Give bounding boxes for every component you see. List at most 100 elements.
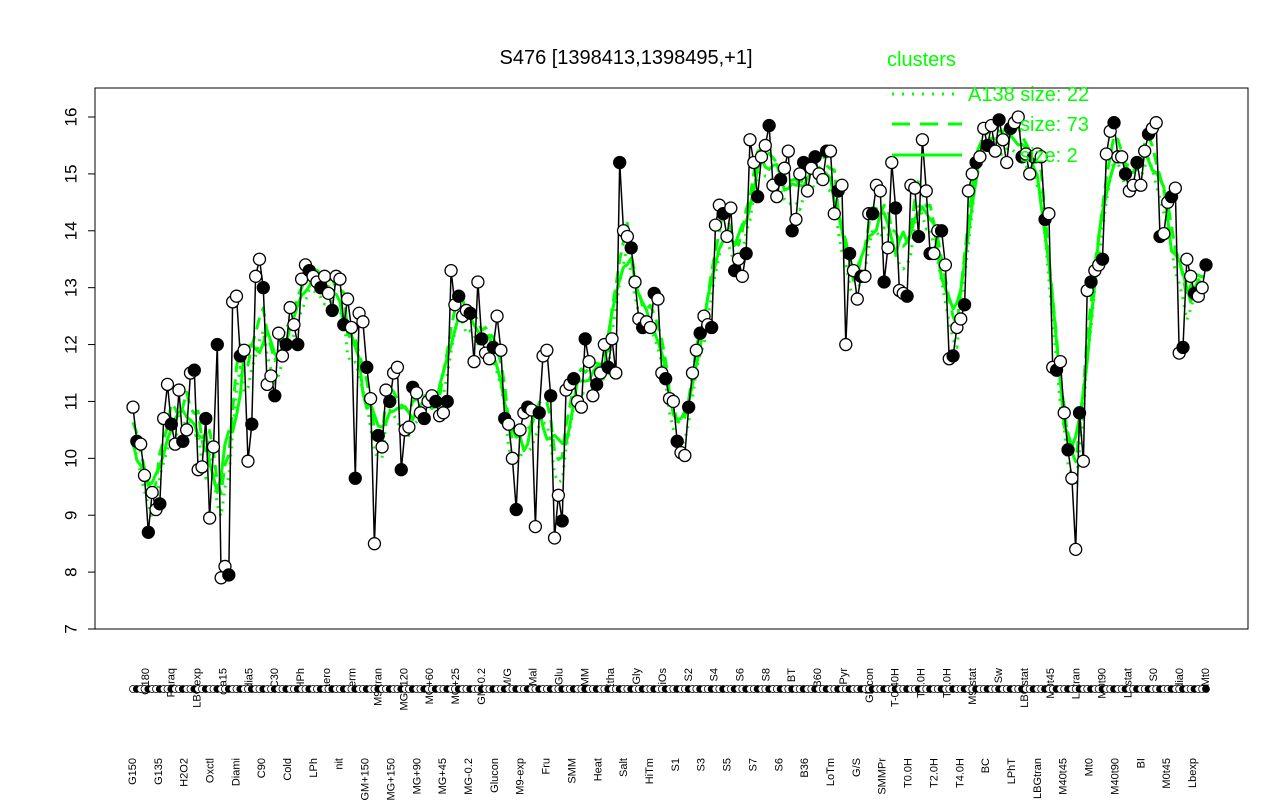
data-point [367, 537, 382, 551]
y-tick-label: 9 [61, 510, 80, 519]
x-tick-label: HPh [295, 668, 307, 689]
data-point [816, 172, 830, 187]
data-point [908, 181, 922, 195]
data-point [1138, 144, 1152, 158]
x-tick-label: MG+90 [411, 758, 423, 794]
data-point [613, 155, 627, 170]
data-point [544, 389, 558, 403]
legend-label-1: size: 73 [1020, 114, 1089, 136]
data-point [1149, 116, 1163, 130]
data-point [785, 224, 799, 238]
data-point [973, 150, 987, 164]
data-point [241, 454, 255, 468]
data-point [348, 471, 362, 485]
data-point [356, 315, 370, 329]
data-point [429, 394, 443, 409]
data-point [1000, 155, 1014, 170]
data-point [383, 394, 397, 409]
x-tick-label: S2 [683, 668, 695, 681]
data-point [513, 423, 527, 437]
x-tick-label: M9-exp [515, 758, 527, 795]
legend-title: clusters [887, 49, 956, 71]
data-point [900, 289, 914, 303]
data-point [888, 201, 903, 215]
data-point [659, 372, 673, 386]
x-tick-label: Salt [618, 758, 630, 777]
data-point [371, 428, 385, 443]
data-point [885, 155, 899, 170]
data-point [467, 354, 481, 369]
data-point [743, 133, 757, 147]
data-point [651, 292, 665, 306]
x-tick-label: C30 [269, 668, 281, 688]
data-point [417, 411, 431, 426]
data-point [800, 184, 815, 198]
data-point [279, 337, 293, 352]
data-point [1118, 167, 1133, 181]
data-point [471, 275, 485, 289]
x-tick-label: H2O2 [179, 758, 191, 787]
data-point [881, 241, 895, 255]
data-point [1095, 252, 1110, 266]
legend-label-0: A138 size: 22 [968, 84, 1089, 106]
data-point [574, 400, 589, 414]
x-tick-label: Pyr [838, 668, 850, 685]
data-point [160, 377, 175, 392]
x-tick-label: Mt0 [1200, 668, 1212, 686]
data-point [827, 207, 841, 221]
x-tick-label: S0 [1148, 668, 1160, 681]
data-point [839, 337, 853, 352]
x-tick-label: Sw [993, 668, 1005, 683]
data-point [317, 269, 332, 283]
data-point [720, 229, 734, 244]
x-tick-label: T1.0H [915, 668, 927, 698]
data-point [436, 406, 451, 420]
data-point [957, 298, 972, 312]
x-tick-label: Paraq [166, 668, 178, 697]
data-point [409, 386, 424, 400]
data-point [325, 303, 339, 318]
x-tick-label: G150 [127, 758, 139, 785]
x-tick-label: SMM [566, 758, 578, 784]
x-tick-label: S6 [773, 758, 785, 771]
data-point [210, 337, 224, 352]
data-point [873, 184, 887, 198]
x-tick-label: HiTm [644, 758, 656, 784]
x-tick-label: S3 [696, 758, 708, 771]
x-tick-label: Glu [554, 668, 566, 685]
data-point [283, 300, 297, 315]
data-point [463, 306, 477, 320]
data-point [195, 460, 209, 474]
data-point [643, 320, 657, 335]
data-point [850, 292, 864, 306]
x-tick-label: T4.0H [954, 758, 966, 788]
data-point [996, 133, 1010, 147]
data-point [1065, 471, 1079, 485]
data-point [1168, 181, 1182, 195]
data-point [505, 451, 520, 465]
y-ticks: 7 8 9 10 11 12 13 14 15 16 [61, 108, 95, 634]
x-tick-label: ferm [347, 668, 359, 690]
data-point [724, 201, 738, 215]
data-point [360, 360, 374, 374]
x-tick-label: Lbexp [1187, 758, 1199, 788]
data-point [609, 366, 623, 380]
data-point [754, 150, 769, 164]
data-point [248, 269, 263, 283]
data-point [842, 246, 857, 261]
data-point [287, 317, 301, 332]
x-tick-label: Gly [631, 668, 643, 685]
data-point [624, 241, 638, 255]
data-point [858, 269, 872, 283]
data-point [777, 161, 792, 175]
data-point [1053, 354, 1068, 369]
x-tick-label: BT [786, 668, 798, 682]
y-tick-label: 10 [61, 449, 80, 468]
data-point [1195, 281, 1209, 295]
data-point [1134, 178, 1148, 192]
data-point [1034, 150, 1048, 164]
data-point [501, 417, 516, 431]
data-point [179, 423, 194, 437]
x-tick-label: S7 [747, 758, 759, 771]
data-point [202, 511, 217, 525]
